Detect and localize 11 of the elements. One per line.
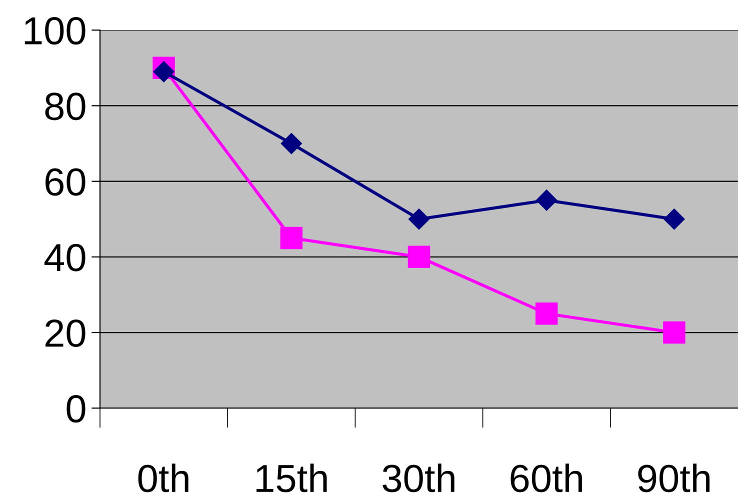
- x-tick-label: 15th: [256, 464, 327, 492]
- x-tick-label: 30th: [382, 464, 454, 492]
- y-tick-label: 40: [44, 244, 86, 272]
- y-tick-label: 80: [45, 92, 86, 120]
- y-tick-label: 100: [24, 17, 86, 45]
- x-tick-label: 90th: [638, 464, 710, 492]
- y-tick-label: 60: [46, 168, 86, 196]
- y-tick-label: 20: [46, 319, 86, 347]
- x-tick-label: 60th: [510, 464, 582, 492]
- x-tick-label: 0th: [138, 464, 188, 492]
- y-tick-label: 0: [66, 395, 86, 423]
